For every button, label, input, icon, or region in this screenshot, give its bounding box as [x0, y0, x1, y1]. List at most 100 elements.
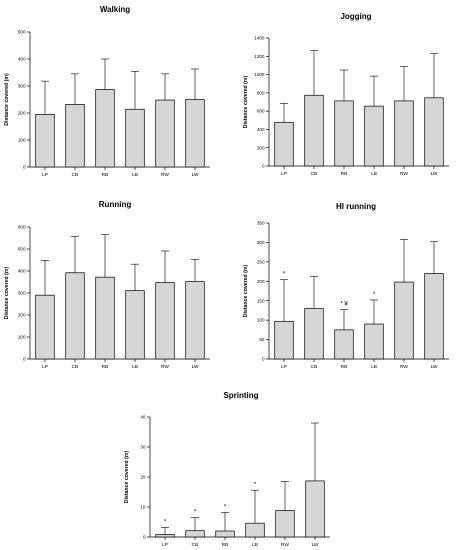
y-axis-label: Distance covered (m): [243, 264, 249, 317]
chart-title: Walking: [100, 5, 130, 14]
chart-title: HI running: [336, 202, 376, 211]
x-category-label: LB: [132, 364, 138, 370]
chart-title: Running: [99, 200, 132, 209]
x-category-label: LW: [431, 171, 438, 177]
bar: [424, 97, 444, 167]
y-tick-label: 30: [140, 445, 146, 450]
x-category-label: LP: [162, 542, 168, 548]
y-tick-label: 200: [257, 145, 265, 150]
y-tick-label: 20: [140, 475, 146, 480]
y-tick-label: 300: [18, 84, 26, 89]
x-category-label: RW: [281, 542, 289, 548]
x-category-label: RW: [161, 364, 169, 370]
y-tick-label: 350: [257, 221, 265, 226]
y-tick-label: 1000: [254, 72, 265, 77]
significance-marker: *: [194, 510, 197, 516]
bar: [304, 94, 324, 167]
chart-panel-1: Walking Distance covered (m) 0 100 200 300 400…: [4, 5, 210, 178]
significance-marker: *: [373, 292, 376, 298]
significance-marker: *: [254, 482, 257, 488]
y-tick-label: 1400: [254, 36, 265, 41]
y-tick-label: 300: [18, 291, 26, 296]
bar: [364, 323, 384, 360]
chart-panel-4: HI running Distance covered (m) 0 50 100 150 2…: [243, 202, 449, 370]
bar: [364, 105, 384, 167]
x-category-label: LW: [312, 542, 319, 548]
significance-marker: *: [224, 504, 227, 510]
bar: [215, 530, 235, 538]
x-category-label: LP: [281, 171, 287, 177]
y-tick-label: 150: [257, 298, 265, 303]
bar: [185, 99, 205, 168]
x-category-label: CB: [72, 172, 79, 178]
x-category-label: LP: [42, 364, 48, 370]
y-tick-label: 10: [140, 505, 146, 510]
y-tick-label: 400: [257, 127, 265, 132]
y-tick-label: 200: [18, 111, 26, 116]
bar: [275, 510, 295, 538]
x-category-label: LW: [192, 364, 199, 370]
bar: [334, 329, 354, 360]
bar: [274, 320, 294, 360]
y-tick-label: 400: [18, 269, 26, 274]
bar: [394, 281, 414, 360]
y-tick-label: 500: [18, 247, 26, 252]
x-category-label: RB: [222, 542, 229, 548]
chart-title: Jogging: [340, 12, 371, 21]
bar: [305, 480, 325, 538]
y-tick-label: 600: [257, 109, 265, 114]
y-axis-label: Distance covered (m): [243, 75, 249, 128]
x-category-label: CB: [311, 171, 318, 177]
significance-marker: *: [164, 519, 167, 525]
y-tick-label: 1200: [254, 54, 265, 59]
y-tick-label: 0: [23, 165, 26, 170]
x-category-label: RW: [400, 364, 408, 370]
x-category-label: RB: [102, 172, 109, 178]
bar: [334, 100, 354, 167]
x-category-label: RB: [341, 171, 348, 177]
bar: [304, 308, 324, 360]
y-tick-label: 500: [18, 30, 26, 35]
bar: [35, 113, 55, 168]
y-tick-label: 100: [18, 335, 26, 340]
x-category-label: LP: [42, 172, 48, 178]
x-category-label: CB: [311, 364, 318, 370]
y-tick-label: 50: [259, 337, 265, 342]
x-category-label: LB: [371, 171, 377, 177]
bar: [185, 281, 205, 360]
y-axis-label: Distance covered (m): [4, 73, 10, 126]
x-category-label: CB: [192, 542, 199, 548]
chart-panel-2: Jogging Distance covered (m) 0 200 400 600 800…: [243, 12, 449, 177]
bar: [95, 89, 115, 168]
y-tick-label: 200: [18, 313, 26, 318]
significance-marker: * ¥: [340, 302, 348, 308]
y-axis-label: Distance covered (m): [4, 266, 10, 319]
x-category-label: LB: [371, 364, 377, 370]
x-category-label: RW: [400, 171, 408, 177]
bar: [155, 99, 175, 168]
bar: [394, 100, 414, 167]
y-tick-label: 0: [23, 357, 26, 362]
x-category-label: RW: [161, 172, 169, 178]
y-tick-label: 800: [257, 90, 265, 95]
x-category-label: RB: [102, 364, 109, 370]
bar: [125, 290, 145, 360]
bar: [274, 121, 294, 167]
bar: [65, 272, 85, 360]
x-category-label: RB: [341, 364, 348, 370]
significance-marker: *: [283, 272, 286, 278]
y-tick-label: 0: [262, 164, 265, 169]
y-axis-label: Distance covered (m): [124, 450, 130, 503]
y-tick-label: 250: [257, 259, 265, 264]
bar: [245, 522, 265, 538]
chart-panel-3: Running Distance covered (m) 0 100 200 300 400…: [4, 200, 210, 370]
y-tick-label: 300: [257, 240, 265, 245]
y-tick-label: 600: [18, 225, 26, 230]
y-tick-label: 0: [262, 357, 265, 362]
x-category-label: LW: [192, 172, 199, 178]
x-category-label: LW: [431, 364, 438, 370]
y-tick-label: 100: [257, 318, 265, 323]
bar: [95, 276, 115, 360]
bar: [125, 108, 145, 168]
